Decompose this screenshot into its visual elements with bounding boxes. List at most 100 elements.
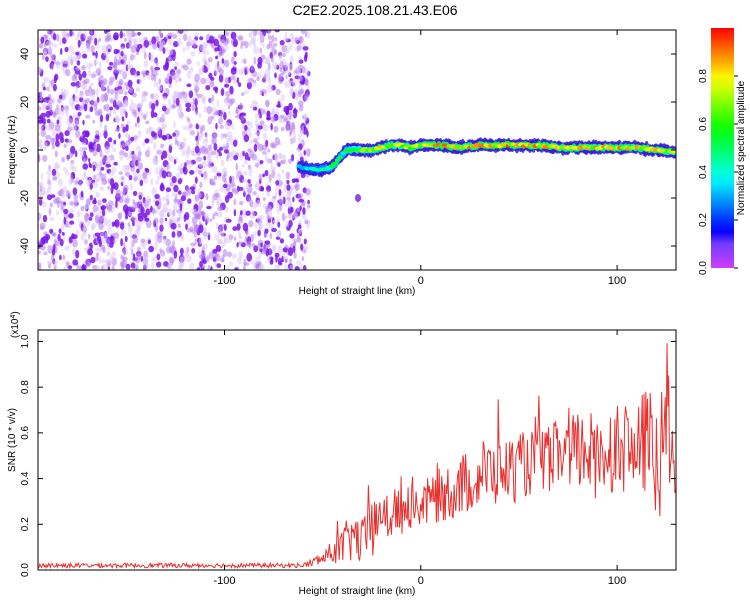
- noise-speckle: [219, 231, 225, 237]
- noise-speckle: [178, 261, 185, 267]
- noise-speckle: [254, 112, 261, 119]
- noise-speckle: [253, 143, 258, 152]
- noise-speckle: [230, 67, 237, 75]
- noise-speckle: [186, 58, 192, 65]
- noise-speckle: [80, 205, 85, 212]
- noise-speckle: [117, 212, 123, 220]
- noise-speckle: [173, 250, 178, 259]
- noise-speckle: [145, 120, 150, 125]
- noise-speckle: [40, 129, 46, 137]
- noise-speckle: [98, 159, 103, 167]
- noise-speckle: [221, 62, 225, 69]
- noise-speckle: [207, 57, 213, 63]
- noise-speckle: [262, 75, 266, 82]
- noise-speckle: [181, 94, 185, 102]
- noise-speckle: [127, 79, 133, 88]
- noise-speckle: [72, 199, 77, 208]
- noise-speckle: [306, 84, 310, 89]
- noise-speckle: [50, 54, 55, 60]
- noise-speckle: [199, 254, 205, 260]
- noise-speckle: [278, 195, 284, 204]
- noise-speckle: [58, 107, 65, 116]
- noise-speckle: [72, 113, 77, 120]
- noise-speckle: [90, 73, 97, 79]
- ridge-core: [672, 149, 676, 154]
- noise-speckle: [195, 123, 199, 130]
- noise-speckle: [302, 46, 309, 51]
- noise-speckle: [129, 246, 134, 251]
- noise-speckle: [243, 258, 247, 267]
- y-tick-label: 0: [19, 147, 31, 153]
- noise-speckle: [197, 61, 200, 67]
- noise-speckle: [107, 266, 111, 270]
- noise-speckle: [91, 99, 95, 108]
- noise-speckle: [290, 36, 296, 45]
- noise-speckle: [56, 119, 60, 125]
- noise-speckle: [181, 235, 184, 242]
- noise-speckle: [85, 114, 91, 119]
- noise-speckle: [52, 97, 56, 105]
- noise-speckle: [55, 196, 61, 204]
- noise-speckle: [277, 101, 281, 108]
- noise-speckle: [290, 137, 294, 145]
- noise-speckle: [224, 59, 230, 68]
- noise-speckle: [121, 116, 125, 122]
- noise-speckle: [254, 162, 260, 168]
- noise-speckle: [182, 166, 186, 173]
- noise-speckle: [267, 62, 271, 71]
- noise-speckle: [213, 175, 218, 180]
- noise-speckle: [242, 222, 249, 232]
- noise-speckle: [68, 191, 72, 199]
- noise-speckle: [128, 211, 133, 217]
- noise-speckle: [92, 52, 96, 56]
- noise-speckle: [135, 145, 142, 152]
- noise-speckle: [88, 69, 92, 77]
- noise-speckle: [50, 137, 54, 145]
- noise-speckle: [260, 120, 265, 126]
- noise-speckle: [198, 163, 203, 168]
- noise-speckle: [67, 45, 74, 52]
- noise-speckle: [251, 37, 255, 46]
- noise-speckle: [267, 84, 273, 93]
- noise-speckle: [83, 30, 87, 39]
- noise-speckle: [250, 30, 253, 36]
- noise-speckle: [38, 105, 41, 110]
- noise-speckle: [130, 216, 136, 222]
- noise-speckle: [229, 175, 232, 184]
- noise-speckle: [228, 234, 234, 240]
- noise-speckle: [155, 60, 159, 67]
- noise-speckle: [163, 64, 169, 71]
- noise-speckle: [111, 264, 115, 270]
- noise-speckle: [221, 241, 226, 248]
- noise-speckle: [223, 45, 229, 50]
- noise-speckle: [171, 231, 176, 238]
- noise-speckle: [242, 150, 245, 157]
- noise-speckle: [84, 98, 91, 103]
- noise-speckle: [125, 145, 129, 151]
- colorbar-tick-label: 0.8: [698, 69, 709, 83]
- noise-speckle: [270, 123, 273, 131]
- noise-speckle: [231, 175, 235, 183]
- noise-speckle: [38, 240, 41, 245]
- noise-speckle: [156, 253, 161, 261]
- noise-speckle: [296, 44, 302, 51]
- noise-speckle: [38, 153, 41, 163]
- noise-speckle: [190, 242, 197, 247]
- y-tick-label: 0.8: [20, 380, 31, 394]
- noise-speckle: [66, 117, 73, 127]
- noise-speckle: [173, 202, 178, 212]
- noise-speckle: [241, 164, 245, 168]
- noise-speckle: [95, 255, 99, 262]
- noise-speckle: [229, 85, 234, 95]
- noise-speckle: [251, 100, 258, 105]
- noise-speckle: [241, 67, 244, 75]
- noise-speckle: [230, 123, 235, 130]
- noise-speckle: [202, 173, 208, 181]
- noise-speckle: [203, 225, 207, 233]
- x-axis-label: Height of straight line (km): [299, 286, 416, 297]
- noise-speckle: [215, 109, 220, 116]
- x-tick-label: 100: [608, 275, 626, 287]
- noise-speckle: [64, 170, 69, 176]
- noise-speckle: [187, 198, 192, 204]
- noise-speckle: [72, 247, 76, 255]
